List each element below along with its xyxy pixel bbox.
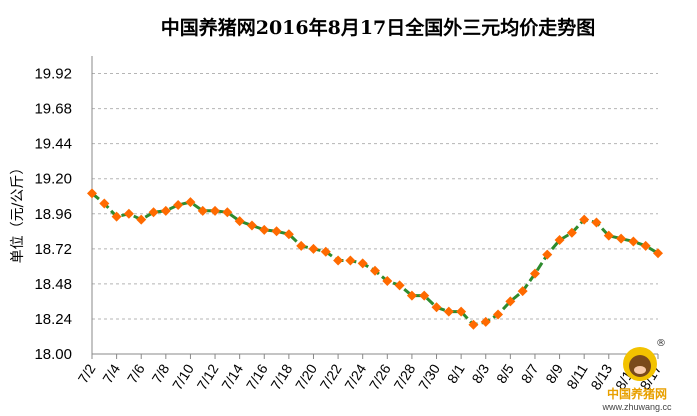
- price-series: [87, 188, 663, 330]
- x-tick-label: 7/30: [415, 361, 443, 393]
- data-point: [566, 227, 577, 238]
- x-tick-label: 8/3: [468, 361, 492, 386]
- x-tick-label: 7/4: [99, 361, 123, 386]
- data-point: [505, 296, 516, 307]
- logo-url: www.zhuwang.cc: [601, 402, 672, 412]
- x-tick-label: 7/10: [169, 361, 197, 393]
- x-tick-label: 7/24: [341, 361, 369, 393]
- data-point: [419, 290, 430, 301]
- data-point: [443, 306, 454, 317]
- chart-title: 中国养猪网2016年8月17日全国外三元均价走势图: [161, 16, 596, 39]
- x-tick-label: 7/6: [124, 361, 148, 386]
- x-tick-label: 7/16: [243, 361, 271, 393]
- data-point: [283, 229, 294, 240]
- y-tick-label: 19.20: [34, 171, 72, 188]
- data-point: [554, 235, 565, 246]
- data-point: [456, 306, 467, 317]
- x-tick-label: 7/28: [390, 361, 418, 393]
- data-point: [246, 220, 257, 231]
- y-axis-ticks: 18.00 18.24 18.48 18.72 18.96 19.20 19.44 19.68…: [34, 66, 72, 363]
- data-point: [480, 316, 491, 327]
- data-point: [382, 275, 393, 286]
- x-tick-label: 7/2: [75, 361, 99, 386]
- grid-lines: [92, 73, 658, 320]
- data-point: [197, 205, 208, 216]
- data-point: [320, 246, 331, 257]
- data-point: [542, 249, 553, 260]
- data-point: [591, 217, 602, 228]
- zhuwang-logo: ® 中国养猪网 www.zhuwang.cc: [601, 338, 672, 412]
- y-tick-label: 19.92: [34, 66, 72, 83]
- y-tick-label: 18.00: [34, 346, 72, 363]
- y-tick-label: 18.96: [34, 206, 72, 223]
- data-point: [468, 319, 479, 330]
- data-point: [640, 240, 651, 251]
- x-tick-label: 8/5: [493, 361, 517, 386]
- data-point: [431, 302, 442, 313]
- data-point: [493, 309, 504, 320]
- x-tick-label: 8/7: [518, 361, 542, 386]
- data-point: [160, 205, 171, 216]
- x-tick-label: 8/11: [563, 361, 591, 392]
- data-point: [136, 214, 147, 225]
- data-point: [579, 214, 590, 225]
- data-point: [148, 207, 159, 218]
- data-point: [123, 208, 134, 219]
- x-tick-label: 7/26: [366, 361, 394, 393]
- y-tick-label: 18.72: [34, 241, 72, 258]
- pig-snout-icon: [634, 366, 646, 374]
- data-point: [210, 205, 221, 216]
- logo-text: 中国养猪网: [607, 386, 667, 401]
- x-tick-label: 7/8: [148, 361, 172, 386]
- data-point: [517, 286, 528, 297]
- registered-mark-icon: ®: [656, 338, 666, 349]
- data-point: [308, 243, 319, 254]
- x-tick-label: 8/1: [444, 361, 468, 386]
- data-point: [99, 198, 110, 209]
- x-axis-ticks: 7/2 7/4 7/6 7/87/107/127/147/167/187/207/22…: [75, 354, 665, 393]
- x-tick-label: 7/14: [218, 361, 246, 393]
- y-tick-label: 19.44: [34, 136, 72, 153]
- data-point: [616, 233, 627, 244]
- data-point: [271, 226, 282, 237]
- x-tick-label: 7/20: [292, 361, 320, 393]
- data-point: [529, 268, 540, 279]
- data-point: [357, 258, 368, 269]
- data-point: [370, 265, 380, 276]
- data-point: [628, 236, 639, 247]
- data-point: [345, 255, 356, 266]
- x-tick-label: 7/22: [317, 361, 345, 393]
- data-point: [653, 248, 663, 259]
- axes: [91, 56, 658, 355]
- data-point: [234, 216, 245, 227]
- data-point: [296, 240, 307, 251]
- data-point: [394, 280, 405, 291]
- y-axis-label: 单位（元/公斤）: [10, 161, 26, 264]
- x-tick-label: 8/9: [542, 361, 566, 386]
- data-point: [185, 197, 196, 208]
- data-point: [259, 224, 270, 235]
- y-tick-label: 18.24: [34, 311, 72, 328]
- data-point: [173, 200, 184, 210]
- data-point: [406, 290, 417, 301]
- series-line: [91, 192, 659, 327]
- x-tick-label: 7/12: [194, 361, 222, 393]
- x-tick-label: 7/18: [267, 361, 295, 393]
- data-point: [111, 211, 122, 222]
- data-point: [222, 207, 233, 218]
- data-point: [603, 230, 614, 241]
- y-tick-label: 18.48: [34, 276, 72, 293]
- data-point: [87, 188, 97, 199]
- data-point: [333, 255, 344, 266]
- y-tick-label: 19.68: [34, 101, 72, 118]
